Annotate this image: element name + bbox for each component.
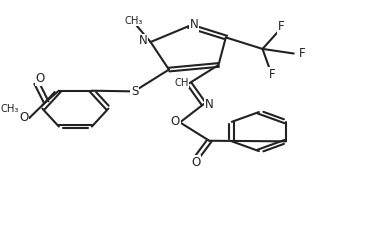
Text: F: F: [299, 46, 305, 60]
Text: O: O: [170, 115, 180, 128]
Text: O: O: [36, 72, 45, 85]
Text: CH₃: CH₃: [1, 104, 19, 114]
Text: O: O: [191, 156, 200, 169]
Text: O: O: [19, 111, 29, 124]
Text: F: F: [277, 20, 284, 33]
Text: N: N: [205, 98, 214, 111]
Text: N: N: [190, 18, 198, 31]
Text: F: F: [268, 68, 275, 81]
Text: CH: CH: [174, 78, 188, 88]
Text: S: S: [131, 85, 138, 98]
Text: N: N: [139, 34, 148, 47]
Text: CH₃: CH₃: [125, 16, 143, 26]
